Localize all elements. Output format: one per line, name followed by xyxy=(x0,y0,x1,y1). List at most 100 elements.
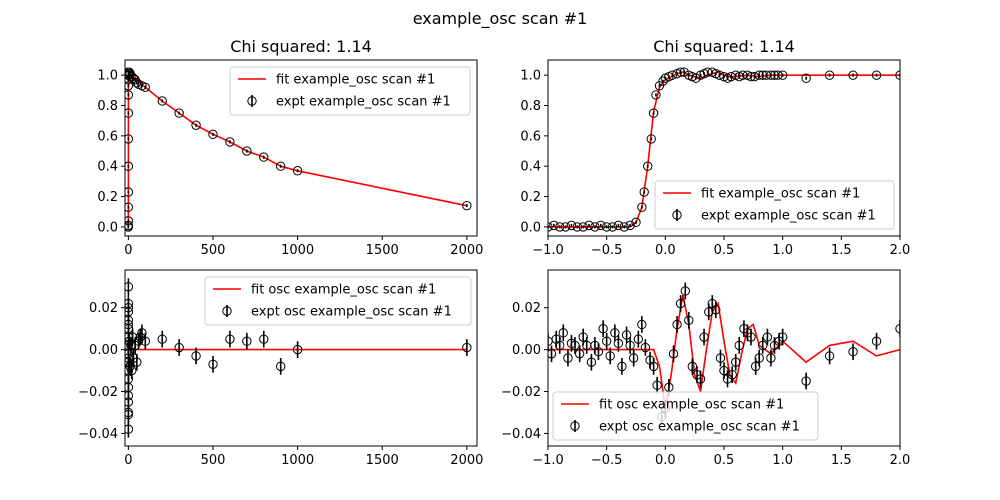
data-point xyxy=(699,332,709,342)
y-tick-label: 0.02 xyxy=(512,301,541,316)
y-tick-label: 0.4 xyxy=(520,160,541,175)
y-tick-label: 0.00 xyxy=(89,343,118,358)
y-tick-label: 0.4 xyxy=(97,160,118,175)
data-point xyxy=(225,137,235,147)
y-tick-label: 0.2 xyxy=(97,190,118,205)
data-point xyxy=(208,129,218,140)
data-point xyxy=(127,71,137,82)
data-point xyxy=(727,370,737,380)
data-point xyxy=(157,334,167,344)
data-point xyxy=(613,220,624,231)
data-point xyxy=(292,344,303,355)
data-point xyxy=(777,332,788,342)
axes-frame xyxy=(124,269,478,447)
legend-label: expt osc example_osc scan #1 xyxy=(599,420,800,435)
y-tick-label: 1.0 xyxy=(520,69,541,84)
data-point xyxy=(225,334,235,344)
legend-expt-marker xyxy=(247,96,257,106)
x-tick-label: −1.0 xyxy=(532,453,564,468)
x-tick-label: 0.5 xyxy=(714,243,735,258)
data-point xyxy=(132,357,142,367)
legend: fit osc example_osc scan #1 expt osc exam… xyxy=(552,391,819,441)
data-point xyxy=(672,319,682,330)
data-point xyxy=(125,202,134,212)
chart-panel-1: Chi squared: 1.14 0 500 1000 1500 2000 0.0 0.2 0… xyxy=(97,37,483,258)
data-point xyxy=(658,76,668,86)
data-point xyxy=(766,353,776,363)
data-point xyxy=(275,361,286,372)
data-point xyxy=(801,73,811,83)
data-point xyxy=(684,315,694,325)
data-point xyxy=(640,342,651,353)
data-point xyxy=(125,108,134,118)
x-tick-label: 1000 xyxy=(281,453,314,468)
data-point xyxy=(848,347,858,357)
y-tick-label: 0.8 xyxy=(520,99,541,114)
x-tick-label: 1.5 xyxy=(831,453,852,468)
legend-expt-marker xyxy=(672,210,682,220)
data-point xyxy=(596,220,606,231)
legend-expt-marker xyxy=(222,306,232,316)
data-point xyxy=(125,303,134,313)
x-tick-label: 2000 xyxy=(450,243,483,258)
data-point xyxy=(648,108,659,118)
data-point xyxy=(140,82,151,93)
data-point xyxy=(275,161,286,171)
data-point xyxy=(548,349,557,359)
data-point xyxy=(625,220,635,231)
chart-panel-2: Chi squared: 1.14 −1.0 −0.5 0.0 0.5 1.0 1.5 2.0… xyxy=(520,37,910,258)
x-tick-label: −0.5 xyxy=(591,453,623,468)
legend-label: fit osc example_osc scan #1 xyxy=(251,283,436,298)
y-tick-label: 0.2 xyxy=(520,190,541,205)
data-point xyxy=(242,336,252,346)
data-point xyxy=(125,216,134,226)
data-point xyxy=(208,359,218,369)
x-tick-label: 1.0 xyxy=(772,243,793,258)
plot-area xyxy=(125,67,472,232)
data-point xyxy=(572,222,583,232)
data-point xyxy=(871,336,882,346)
data-point xyxy=(555,340,565,351)
data-point xyxy=(140,336,151,346)
y-tick-label: 0.6 xyxy=(520,129,541,144)
data-point xyxy=(691,73,701,83)
data-point xyxy=(462,200,472,211)
data-point xyxy=(584,220,594,231)
data-point xyxy=(675,298,686,309)
x-tick-label: 2.0 xyxy=(890,243,911,258)
legend-label: fit example_osc scan #1 xyxy=(701,187,860,202)
data-point xyxy=(617,361,627,372)
y-tick-label: 0.0 xyxy=(97,220,118,235)
data-point xyxy=(598,323,608,334)
data-point xyxy=(610,328,620,338)
data-point xyxy=(132,78,142,88)
data-point xyxy=(174,342,184,353)
legend-label: fit example_osc scan #1 xyxy=(276,73,435,88)
data-point xyxy=(548,222,553,232)
data-point xyxy=(715,353,726,363)
legend: fit osc example_osc scan #1 expt osc exam… xyxy=(204,276,472,326)
legend-box xyxy=(229,66,471,116)
data-point xyxy=(593,347,604,357)
data-point xyxy=(605,351,615,361)
x-tick-label: 0.0 xyxy=(655,453,676,468)
x-tick-label: 500 xyxy=(201,453,226,468)
x-tick-label: 500 xyxy=(201,243,226,258)
data-point xyxy=(578,222,588,232)
data-point xyxy=(563,353,573,363)
data-point xyxy=(619,222,629,232)
x-tick-label: −0.5 xyxy=(591,243,623,258)
y-tick-label: 0.02 xyxy=(89,301,118,316)
y-tick-label: −0.02 xyxy=(78,385,118,400)
x-tick-label: 1000 xyxy=(281,243,314,258)
data-point xyxy=(651,90,661,100)
data-point xyxy=(558,328,568,338)
data-point xyxy=(586,357,597,367)
legend-label: fit osc example_osc scan #1 xyxy=(599,398,784,413)
data-point xyxy=(607,222,618,232)
data-point xyxy=(621,330,632,340)
data-point xyxy=(801,376,811,386)
data-point xyxy=(157,96,167,106)
legend: fit example_osc scan #1 expt example_osc … xyxy=(654,180,895,230)
data-point xyxy=(566,220,577,231)
